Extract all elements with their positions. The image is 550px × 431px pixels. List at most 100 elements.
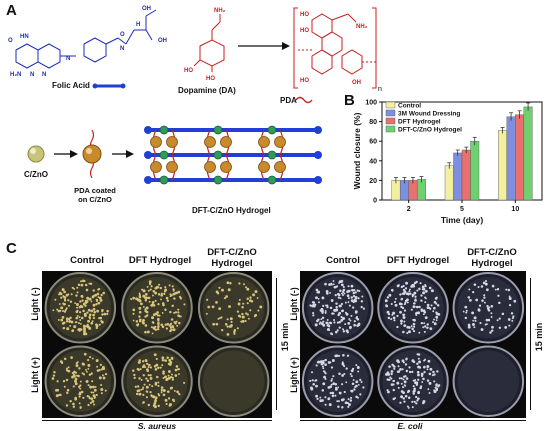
bacterial-colony xyxy=(254,313,258,317)
bacterial-colony xyxy=(417,391,421,395)
bacterial-colony xyxy=(351,367,355,371)
bacterial-colony xyxy=(242,320,245,323)
bacterial-colony xyxy=(176,390,179,394)
bacterial-colony xyxy=(347,285,350,288)
bacterial-colony xyxy=(68,317,71,321)
bacterial-colony xyxy=(402,397,406,400)
bacterial-colony xyxy=(483,296,486,299)
bacterial-colony xyxy=(63,326,66,329)
bacterial-colony xyxy=(426,379,430,382)
bacterial-colony xyxy=(508,324,511,327)
bacterial-colony xyxy=(153,353,157,356)
bacterial-colony xyxy=(72,402,75,406)
bacterial-colony xyxy=(357,297,360,300)
bacterial-colony xyxy=(90,391,93,394)
bacterial-colony xyxy=(82,362,85,366)
legend-label: 3M Wound Dressing xyxy=(398,111,460,118)
bacterial-colony xyxy=(327,361,331,364)
left-row-label-2: Light (+) xyxy=(30,357,40,393)
bacterial-colony xyxy=(342,286,345,289)
bacterial-colony xyxy=(407,406,410,409)
panel-label-b: B xyxy=(344,92,355,109)
bacterial-colony xyxy=(340,398,344,402)
bacterial-colony xyxy=(341,406,344,409)
bacterial-colony xyxy=(215,301,218,304)
bacterial-colony xyxy=(331,312,334,315)
bacterial-colony xyxy=(408,366,411,369)
bacterial-colony xyxy=(326,292,329,295)
bacterial-colony xyxy=(176,324,179,327)
bacterial-colony xyxy=(164,375,167,379)
bacterial-colony xyxy=(319,360,323,364)
bacterial-colony xyxy=(417,397,420,400)
right-photo-grid xyxy=(300,271,526,418)
bacterial-colony xyxy=(393,300,397,304)
bacterial-colony xyxy=(480,285,484,288)
bacterial-colony xyxy=(241,315,245,319)
bacterial-colony xyxy=(354,385,357,389)
bacterial-colony xyxy=(336,329,339,332)
bacterial-colony xyxy=(416,289,419,292)
bacterial-colony xyxy=(172,328,176,332)
bacterial-colony xyxy=(404,363,408,366)
bacterial-colony xyxy=(416,362,419,366)
bacterial-colony xyxy=(152,395,155,398)
bacterial-colony xyxy=(159,366,162,369)
bacterial-colony xyxy=(430,304,433,307)
czno-particle xyxy=(274,161,286,173)
bacterial-colony xyxy=(415,314,418,316)
bacterial-colony xyxy=(390,288,394,292)
bacterial-colony xyxy=(173,389,176,392)
bacterial-colony xyxy=(393,367,396,370)
bacterial-colony xyxy=(75,362,78,365)
wound-closure-chart: 0 20 40 60 80 100 2 5 10 Time (day) Wound closure … xyxy=(352,100,543,225)
left-photo-grid xyxy=(42,271,272,418)
svg-text:O: O xyxy=(8,38,13,44)
bacterial-colony xyxy=(416,370,420,374)
bacterial-colony xyxy=(467,325,471,329)
bacterial-colony xyxy=(63,303,66,306)
bacterial-colony xyxy=(423,370,426,374)
bacterial-colony xyxy=(479,322,482,325)
bacterial-colony xyxy=(413,281,417,285)
bacterial-colony xyxy=(335,308,339,312)
bacterial-colony xyxy=(328,329,331,331)
bacterial-colony xyxy=(407,326,411,329)
bacterial-colony xyxy=(489,331,492,334)
bacterial-colony xyxy=(106,312,109,316)
bacterial-colony xyxy=(138,377,141,380)
bacterial-colony xyxy=(81,295,84,298)
bacterial-colony xyxy=(133,376,136,379)
bacterial-colony xyxy=(98,316,101,320)
bacterial-colony xyxy=(67,366,70,369)
bacterial-colony xyxy=(314,323,318,327)
bacterial-colony xyxy=(341,292,343,295)
bacterial-colony xyxy=(145,385,149,389)
bacterial-colony xyxy=(337,354,341,357)
bacterial-colony xyxy=(340,316,343,319)
bacterial-colony xyxy=(350,396,353,399)
bacterial-colony xyxy=(76,286,79,289)
bacterial-colony xyxy=(98,376,102,380)
bacterial-colony xyxy=(139,392,142,396)
bacterial-colony xyxy=(418,331,421,334)
x-axis-label: Time (day) xyxy=(441,215,484,225)
bacterial-colony xyxy=(420,308,424,311)
czno-particle xyxy=(166,136,178,148)
bacterial-colony xyxy=(396,370,400,373)
bacterial-colony xyxy=(162,393,166,397)
bacterial-colony xyxy=(134,385,137,388)
bacterial-colony xyxy=(329,391,332,395)
bacterial-colony xyxy=(85,300,89,303)
y-axis-label: Wound closure (%) xyxy=(352,112,362,189)
bacterial-colony xyxy=(497,294,500,297)
bacterial-colony xyxy=(149,374,152,377)
bacterial-colony xyxy=(137,385,140,388)
bacterial-colony xyxy=(171,376,174,379)
bacterial-colony xyxy=(417,357,420,360)
bacterial-colony xyxy=(179,315,182,318)
bacterial-colony xyxy=(330,366,334,369)
svg-text:HO: HO xyxy=(206,76,215,82)
bacterial-colony xyxy=(57,318,60,321)
bacterial-colony xyxy=(74,382,78,386)
